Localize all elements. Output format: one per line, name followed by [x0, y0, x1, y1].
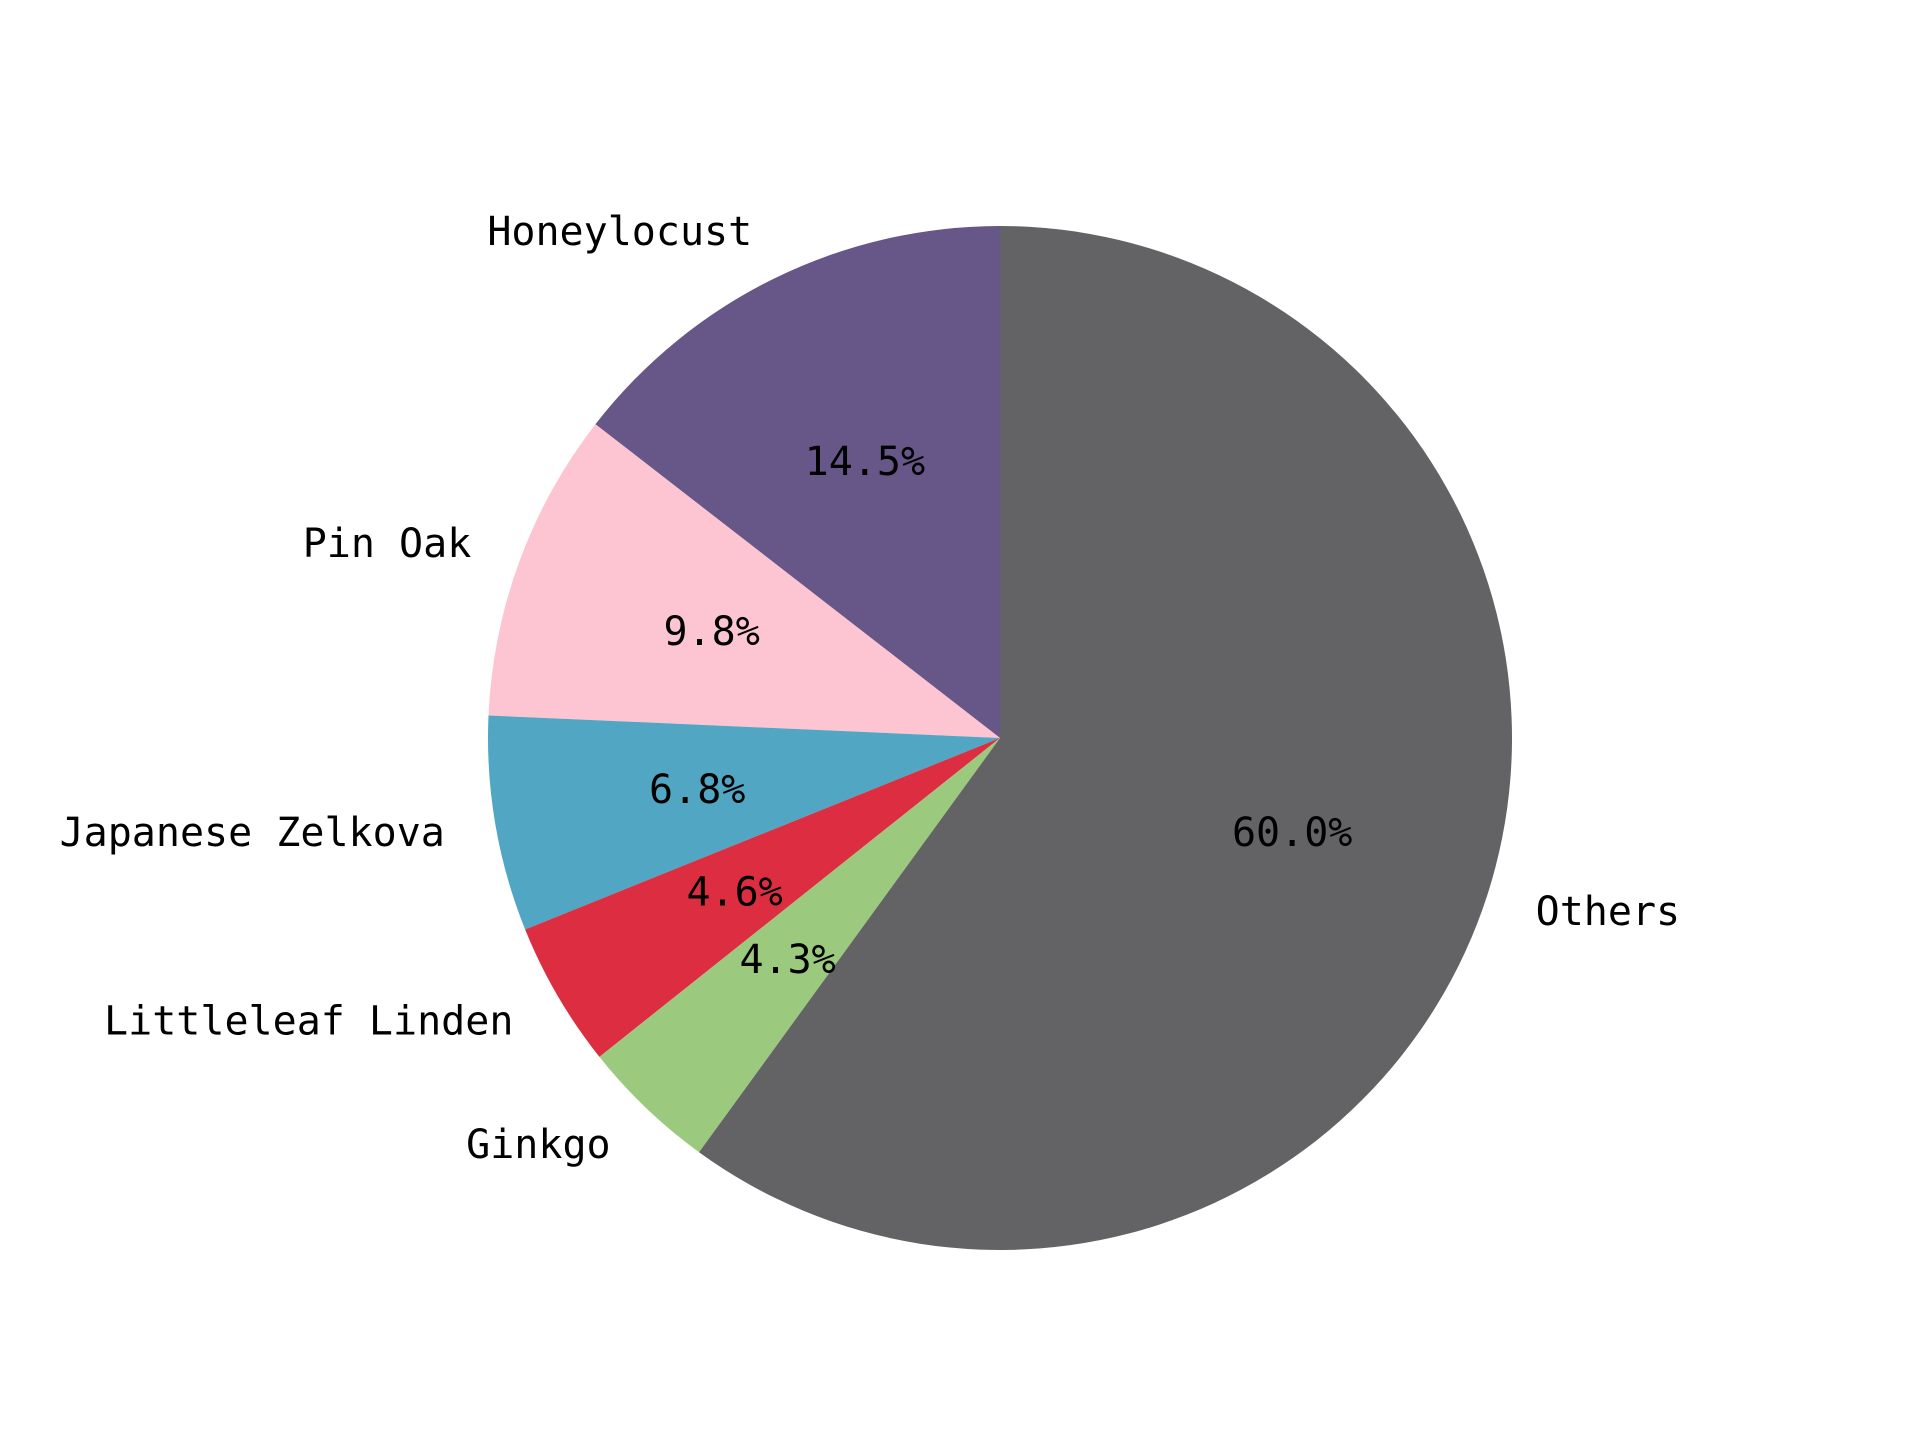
- slice-name-label: Pin Oak: [303, 521, 472, 567]
- pie-slice-ginkgo: [599, 738, 1000, 1153]
- pie-slice-pin-oak: [488, 424, 1000, 738]
- percent-label: 6.8%: [649, 767, 745, 813]
- slice-name-label: Littleleaf Linden: [104, 999, 513, 1045]
- pie-slices: [488, 226, 1513, 1250]
- pie-slice-japanese-zelkova: [488, 715, 1000, 930]
- percent-label: 60.0%: [1232, 810, 1352, 856]
- percent-labels: 14.5% 9.8% 6.8% 4.6% 4.3% 60.0%: [649, 439, 1352, 983]
- slice-name-label: Ginkgo: [466, 1122, 611, 1168]
- percent-label: 14.5%: [805, 439, 925, 485]
- slice-name-label: Honeylocust: [487, 209, 752, 255]
- percent-label: 9.8%: [663, 609, 759, 655]
- pie-slice-littleleaf-linden: [525, 738, 1000, 1057]
- slice-name-labels: Honeylocust Pin Oak Japanese Zelkova Little…: [60, 209, 1681, 1168]
- slice-name-label: Others: [1536, 889, 1681, 935]
- percent-label: 4.3%: [739, 937, 835, 983]
- pie-slice-others: [699, 226, 1513, 1250]
- pie-slice-honeylocust: [595, 226, 1000, 738]
- slice-name-label: Japanese Zelkova: [60, 810, 445, 856]
- percent-label: 4.6%: [686, 870, 782, 916]
